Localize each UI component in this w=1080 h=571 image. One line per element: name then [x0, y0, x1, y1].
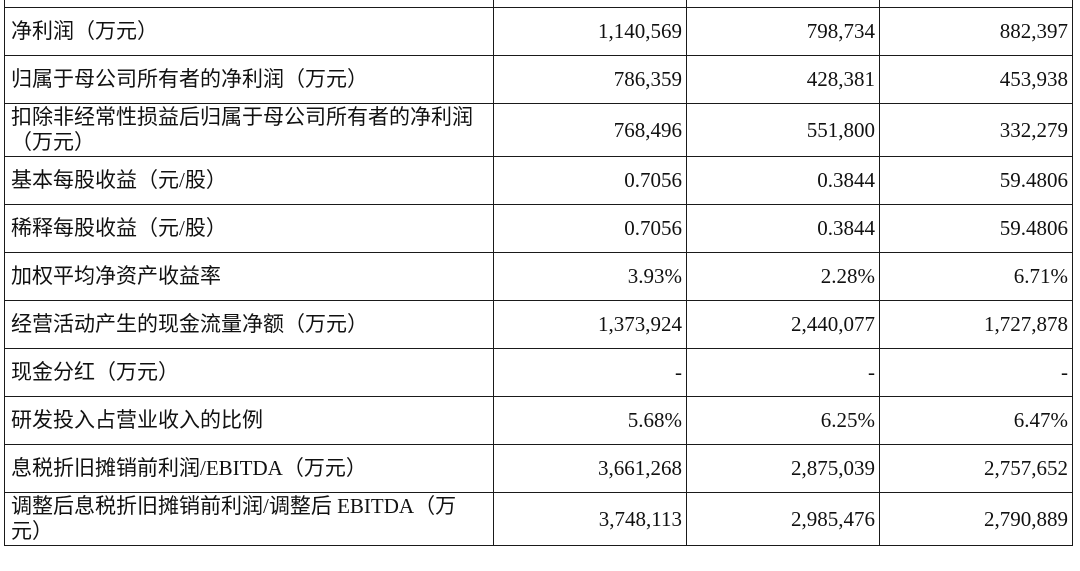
value-year-2: 551,800 [686, 103, 880, 157]
value-year-2: 428,381 [686, 55, 880, 104]
header-cell-label [4, 0, 494, 8]
value-year-3: 2,757,652 [879, 444, 1073, 493]
value-year-2: 2,985,476 [686, 492, 880, 546]
value-year-3: 6.71% [879, 252, 1073, 301]
table-row: 加权平均净资产收益率 3.93% 2.28% 6.71% [4, 252, 1073, 301]
value-year-1: 3.93% [493, 252, 687, 301]
table-row: 归属于母公司所有者的净利润（万元） 786,359 428,381 453,93… [4, 55, 1073, 104]
financial-indicators-sheet: 净利润（万元） 1,140,569 798,734 882,397 归属于母公司… [4, 0, 1073, 546]
value-year-1: 1,140,569 [493, 7, 687, 56]
table-row: 研发投入占营业收入的比例 5.68% 6.25% 6.47% [4, 396, 1073, 445]
row-label: 基本每股收益（元/股） [4, 156, 494, 205]
value-year-1: 0.7056 [493, 204, 687, 253]
header-cell-year-1 [493, 0, 687, 8]
value-year-2: 2.28% [686, 252, 880, 301]
row-label: 调整后息税折旧摊销前利润/调整后 EBITDA（万元） [4, 492, 494, 546]
table-header-row-cut [4, 0, 1073, 8]
value-year-1: - [493, 348, 687, 397]
table-row: 净利润（万元） 1,140,569 798,734 882,397 [4, 7, 1073, 56]
value-year-1: 3,748,113 [493, 492, 687, 546]
value-year-1: 768,496 [493, 103, 687, 157]
row-label: 研发投入占营业收入的比例 [4, 396, 494, 445]
value-year-3: 1,727,878 [879, 300, 1073, 349]
value-year-2: 2,440,077 [686, 300, 880, 349]
row-label: 净利润（万元） [4, 7, 494, 56]
value-year-2: 6.25% [686, 396, 880, 445]
table-row: 基本每股收益（元/股） 0.7056 0.3844 59.4806 [4, 156, 1073, 205]
table-row: 调整后息税折旧摊销前利润/调整后 EBITDA（万元） 3,748,113 2,… [4, 492, 1073, 546]
value-year-1: 1,373,924 [493, 300, 687, 349]
value-year-2: 2,875,039 [686, 444, 880, 493]
table-row: 稀释每股收益（元/股） 0.7056 0.3844 59.4806 [4, 204, 1073, 253]
row-label: 现金分红（万元） [4, 348, 494, 397]
value-year-1: 5.68% [493, 396, 687, 445]
value-year-3: 59.4806 [879, 204, 1073, 253]
value-year-3: - [879, 348, 1073, 397]
value-year-3: 2,790,889 [879, 492, 1073, 546]
table-row: 经营活动产生的现金流量净额（万元） 1,373,924 2,440,077 1,… [4, 300, 1073, 349]
row-label: 扣除非经常性损益后归属于母公司所有者的净利润（万元） [4, 103, 494, 157]
value-year-2: 0.3844 [686, 204, 880, 253]
value-year-1: 0.7056 [493, 156, 687, 205]
row-label: 稀释每股收益（元/股） [4, 204, 494, 253]
value-year-2: - [686, 348, 880, 397]
value-year-1: 3,661,268 [493, 444, 687, 493]
header-cell-year-2 [686, 0, 880, 8]
table-row: 现金分红（万元） - - - [4, 348, 1073, 397]
value-year-1: 786,359 [493, 55, 687, 104]
value-year-3: 6.47% [879, 396, 1073, 445]
value-year-3: 59.4806 [879, 156, 1073, 205]
value-year-3: 882,397 [879, 7, 1073, 56]
table-row: 息税折旧摊销前利润/EBITDA（万元） 3,661,268 2,875,039… [4, 444, 1073, 493]
row-label: 加权平均净资产收益率 [4, 252, 494, 301]
value-year-3: 453,938 [879, 55, 1073, 104]
value-year-2: 798,734 [686, 7, 880, 56]
value-year-3: 332,279 [879, 103, 1073, 157]
row-label: 息税折旧摊销前利润/EBITDA（万元） [4, 444, 494, 493]
row-label: 归属于母公司所有者的净利润（万元） [4, 55, 494, 104]
table-row: 扣除非经常性损益后归属于母公司所有者的净利润（万元） 768,496 551,8… [4, 103, 1073, 157]
value-year-2: 0.3844 [686, 156, 880, 205]
row-label: 经营活动产生的现金流量净额（万元） [4, 300, 494, 349]
financial-indicators-table: 净利润（万元） 1,140,569 798,734 882,397 归属于母公司… [4, 0, 1073, 546]
header-cell-year-3 [879, 0, 1073, 8]
